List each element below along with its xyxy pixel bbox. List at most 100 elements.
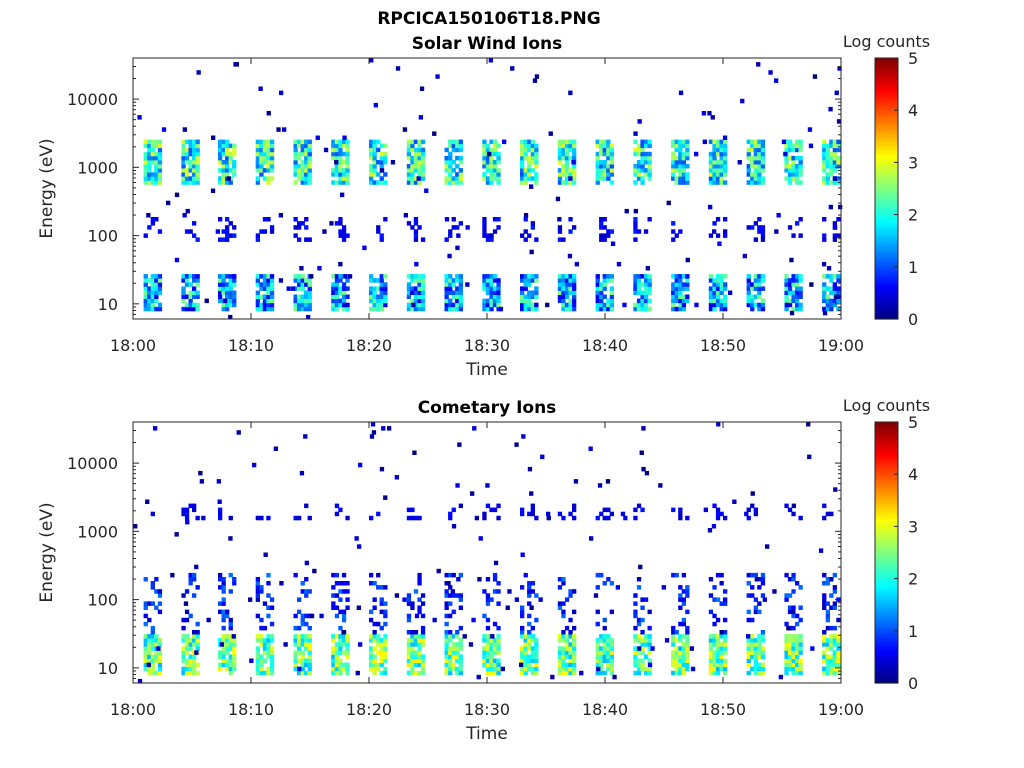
heatmap-cell	[681, 306, 686, 312]
heatmap-cell	[719, 278, 724, 283]
heatmap-cell	[723, 601, 728, 606]
heatmap-cell	[822, 310, 828, 316]
heatmap-cell	[420, 139, 426, 145]
heatmap-cell	[557, 290, 563, 295]
heatmap-cell	[345, 589, 350, 594]
heatmap-cell	[557, 229, 563, 234]
heatmap-cell	[829, 139, 834, 145]
heatmap-cell	[458, 593, 463, 598]
heatmap-cell	[458, 160, 463, 165]
heatmap-cell	[530, 638, 535, 643]
heatmap-cell	[210, 188, 216, 193]
heatmap-cell	[455, 658, 460, 663]
heatmap-cell	[719, 658, 724, 663]
heatmap-cell	[266, 302, 271, 308]
heatmap-cell	[157, 658, 163, 663]
heatmap-cell	[636, 143, 642, 149]
heatmap-cell	[436, 568, 441, 574]
heatmap-cell	[406, 630, 412, 635]
heatmap-cell	[623, 515, 628, 521]
heatmap-cell	[822, 237, 827, 242]
heatmap-cell	[708, 233, 714, 238]
heatmap-cell	[269, 294, 275, 299]
heatmap-cell	[406, 274, 412, 279]
heatmap-cell	[795, 143, 800, 149]
heatmap-cell	[787, 642, 793, 647]
heatmap-cell	[825, 662, 830, 668]
heatmap-cell	[712, 650, 717, 655]
heatmap-cell	[784, 143, 789, 149]
heatmap-cell	[798, 172, 803, 177]
heatmap-cell	[297, 609, 302, 615]
heatmap-cell	[417, 658, 422, 663]
heatmap-cell	[685, 666, 690, 672]
heatmap-cell	[795, 306, 800, 312]
heatmap-cell	[195, 164, 200, 169]
heatmap-cell	[595, 621, 600, 627]
heatmap-cell	[300, 638, 305, 643]
heatmap-cell	[195, 634, 200, 639]
heatmap-cell	[444, 642, 449, 647]
colorbar-segment	[875, 489, 898, 494]
heatmap-cell	[561, 666, 566, 672]
heatmap-cell	[373, 102, 378, 108]
heatmap-cell	[444, 294, 449, 299]
heatmap-cell	[595, 658, 600, 663]
heatmap-cell	[379, 233, 384, 238]
heatmap-cell	[715, 634, 721, 639]
heatmap-cell	[293, 164, 298, 169]
heatmap-cell	[259, 151, 264, 157]
heatmap-cell	[757, 662, 762, 668]
heatmap-cell	[561, 654, 566, 659]
heatmap-cell	[331, 155, 336, 161]
heatmap-cell	[307, 646, 312, 651]
heatmap-cell	[455, 225, 460, 230]
heatmap-cell	[192, 654, 197, 659]
heatmap-cell	[572, 666, 577, 672]
heatmap-cell	[492, 507, 498, 513]
heatmap-cell	[458, 302, 463, 308]
heatmap-cell	[150, 302, 155, 308]
heatmap-cell	[602, 617, 607, 623]
heatmap-cell	[406, 168, 412, 173]
heatmap-cell	[723, 670, 728, 676]
heatmap-cell	[647, 646, 652, 651]
heatmap-cell	[410, 666, 415, 672]
heatmap-cell	[760, 670, 766, 676]
heatmap-cell	[561, 302, 566, 308]
heatmap-cell	[331, 139, 336, 145]
colorbar-segment	[875, 542, 898, 546]
heatmap-cell	[372, 143, 377, 149]
colorbar-segment	[875, 557, 898, 561]
heatmap-cell	[760, 572, 766, 578]
heatmap-cell	[455, 302, 460, 308]
heatmap-cell	[232, 638, 237, 643]
heatmap-cell	[520, 306, 525, 312]
heatmap-cell	[444, 670, 449, 676]
heatmap-cell	[822, 290, 827, 295]
heatmap-cell	[723, 294, 728, 299]
heatmap-cell	[836, 286, 841, 291]
heatmap-cell	[753, 168, 758, 173]
heatmap-cell	[595, 585, 600, 590]
heatmap-cell	[218, 143, 223, 149]
heatmap-cell	[211, 135, 216, 140]
heatmap-cell	[304, 237, 309, 242]
heatmap-cell	[192, 147, 197, 153]
heatmap-cell	[609, 180, 614, 185]
heatmap-cell	[228, 302, 233, 308]
heatmap-cell	[181, 160, 186, 165]
heatmap-cell	[188, 613, 193, 619]
heatmap-cell	[572, 589, 577, 594]
heatmap-cell	[379, 286, 384, 291]
heatmap-cell	[568, 282, 573, 287]
heatmap-cell	[757, 290, 762, 295]
heatmap-cell	[636, 302, 642, 308]
heatmap-cell	[602, 302, 607, 308]
heatmap-cell	[633, 139, 638, 145]
heatmap-cell	[606, 638, 611, 643]
heatmap-cell	[798, 180, 803, 185]
heatmap-cell	[712, 278, 717, 283]
heatmap-cell	[681, 666, 686, 672]
heatmap-cell	[143, 634, 148, 639]
